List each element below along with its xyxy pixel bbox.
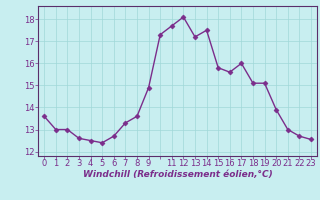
X-axis label: Windchill (Refroidissement éolien,°C): Windchill (Refroidissement éolien,°C) (83, 170, 272, 179)
